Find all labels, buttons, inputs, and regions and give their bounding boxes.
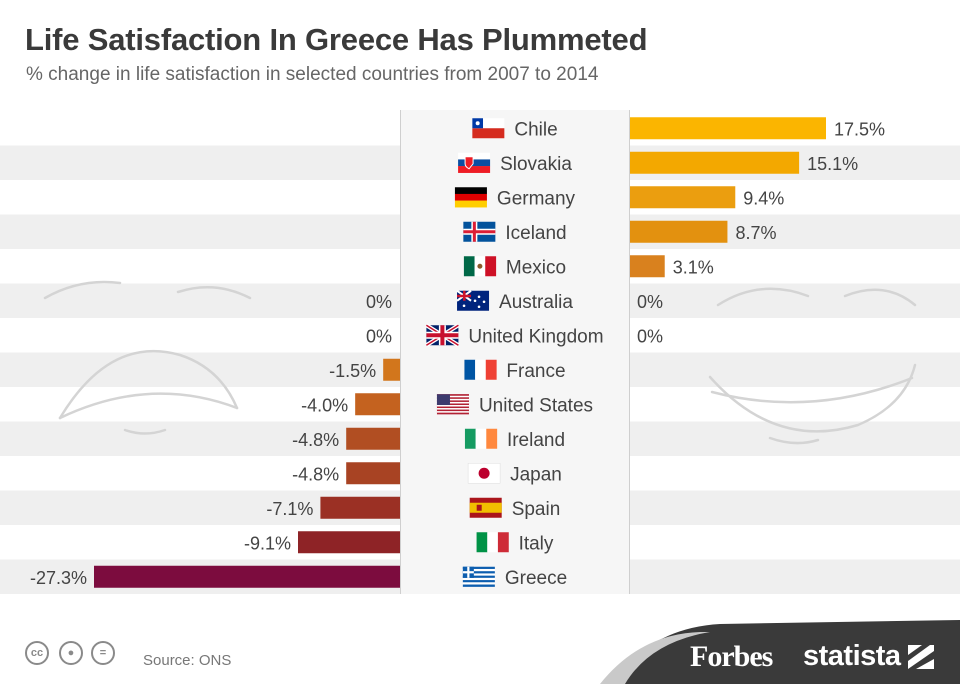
- value-label: -7.1%: [266, 499, 313, 519]
- value-label: 0%: [637, 292, 663, 312]
- sad-mouth-chin: [123, 428, 167, 435]
- bars: [94, 117, 826, 588]
- value-label: -4.8%: [292, 430, 339, 450]
- greece-flag-icon: [462, 566, 495, 587]
- category-label: Italy: [519, 533, 554, 554]
- category-label: France: [506, 361, 565, 382]
- germany-flag-icon: [454, 187, 487, 208]
- cc-icon: cc: [25, 641, 49, 665]
- bar: [298, 531, 400, 554]
- forbes-logo: Forbes: [690, 640, 773, 673]
- source-note: Source: ONS: [143, 652, 232, 669]
- spain-flag-icon: [469, 497, 502, 518]
- category-label: Mexico: [506, 257, 566, 278]
- value-label: 8.7%: [735, 223, 776, 243]
- italy-flag-icon: [476, 532, 509, 553]
- category-labels: Chile Slovakia Germany Iceland Mexico Austral…: [425, 118, 604, 589]
- value-label: -4.0%: [301, 395, 348, 415]
- value-label: -9.1%: [244, 533, 291, 553]
- sad-face-decoration: [43, 280, 252, 435]
- bar: [630, 117, 826, 140]
- statista-mark-icon: [908, 645, 934, 669]
- chart-title: Life Satisfaction In Greece Has Plummete…: [25, 22, 648, 57]
- usa-flag-icon: [436, 394, 469, 415]
- ireland-flag-icon: [464, 428, 498, 449]
- bar: [346, 427, 400, 450]
- label-column: [400, 110, 630, 594]
- happy-brow-right: [843, 288, 917, 307]
- sad-brow-right: [176, 286, 252, 300]
- category-label: Germany: [497, 188, 576, 209]
- category-label: Iceland: [505, 223, 566, 244]
- bar: [383, 358, 400, 381]
- category-label: Greece: [505, 568, 567, 589]
- value-labels: 17.5% 15.1% 9.4% 8.7% 3.1% 0% 0% 0% 0% -1.5% -4.0%…: [30, 119, 885, 588]
- bar: [630, 186, 736, 209]
- iceland-flag-icon: [463, 221, 496, 242]
- footer-light-swoosh: [600, 632, 710, 684]
- mexico-flag-icon: [463, 256, 497, 277]
- sad-brow-left: [43, 280, 122, 300]
- bar: [630, 220, 728, 243]
- attribution-icon: ●: [59, 641, 83, 665]
- chile-flag-icon: [472, 118, 505, 139]
- bar: [630, 255, 665, 278]
- value-label: 0%: [366, 326, 392, 346]
- category-label: Spain: [512, 499, 561, 520]
- category-label: Australia: [499, 292, 573, 313]
- category-label: Japan: [510, 464, 562, 485]
- value-label: -4.8%: [292, 464, 339, 484]
- sad-mouth-lower: [58, 392, 239, 420]
- happy-face-decoration: [708, 287, 917, 445]
- footer-bar: [600, 620, 960, 684]
- bar: [630, 151, 800, 174]
- happy-mouth-inner: [710, 376, 914, 404]
- bar: [355, 393, 400, 416]
- bar: [346, 462, 400, 485]
- australia-flag-icon: [456, 289, 490, 311]
- uk-flag-icon: [425, 323, 460, 347]
- sad-mouth-upper: [58, 350, 239, 420]
- value-label: 17.5%: [834, 119, 885, 139]
- happy-brow-left: [716, 287, 810, 307]
- category-label: Slovakia: [500, 154, 572, 175]
- happy-mouth: [708, 363, 917, 433]
- statista-logo: statista: [803, 640, 901, 672]
- value-label: 0%: [366, 292, 392, 312]
- france-flag-icon: [464, 359, 497, 380]
- happy-chin: [768, 436, 820, 445]
- chart: Chile Slovakia Germany Iceland Mexico Austral…: [0, 110, 960, 594]
- footer-dark-swoosh: [610, 620, 960, 684]
- japan-flag-icon: [467, 463, 501, 484]
- value-label: -27.3%: [30, 568, 87, 588]
- no-derivatives-icon: =: [91, 641, 115, 665]
- category-label: Chile: [514, 119, 557, 140]
- bar: [320, 496, 400, 519]
- value-label: 0%: [637, 326, 663, 346]
- category-label: Ireland: [507, 430, 565, 451]
- bar: [94, 565, 400, 588]
- category-label: United Kingdom: [468, 326, 603, 347]
- value-label: 3.1%: [673, 257, 714, 277]
- value-label: 15.1%: [807, 154, 858, 174]
- chart-subtitle: % change in life satisfaction in selecte…: [26, 64, 599, 85]
- value-label: 9.4%: [743, 188, 784, 208]
- category-label: United States: [479, 395, 593, 416]
- value-label: -1.5%: [329, 361, 376, 381]
- slovakia-flag-icon: [458, 152, 491, 173]
